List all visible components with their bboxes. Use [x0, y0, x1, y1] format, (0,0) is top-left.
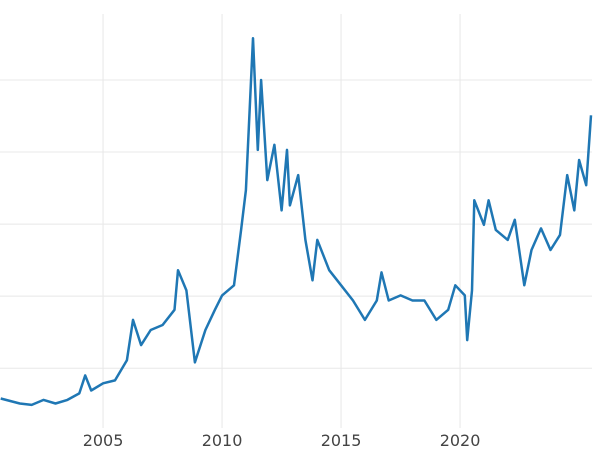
x-tick-label: 2020 — [440, 431, 481, 450]
x-tick-label: 2015 — [321, 431, 362, 450]
x-tick-label: 2010 — [202, 431, 243, 450]
line — [0, 36, 593, 407]
x-tick-label: 2005 — [83, 431, 124, 450]
